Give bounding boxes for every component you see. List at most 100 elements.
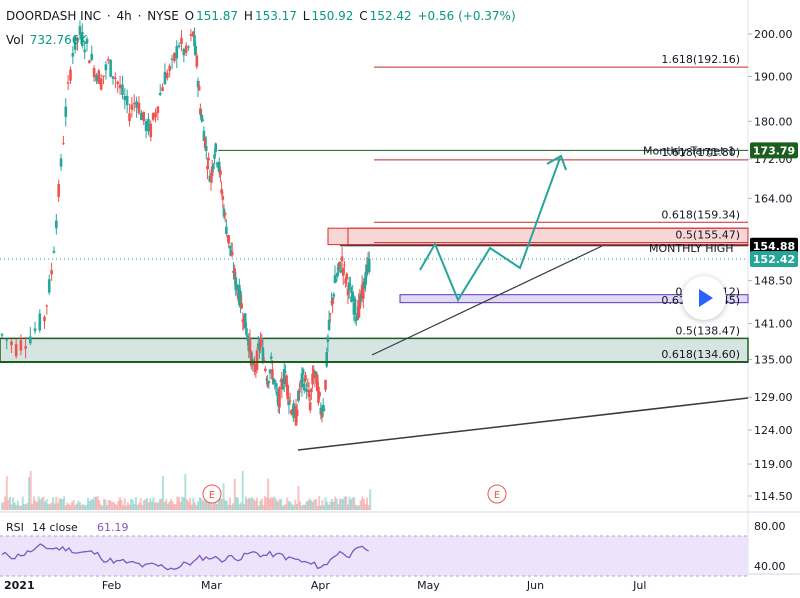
volume-bar xyxy=(203,499,206,510)
volume-bar xyxy=(279,498,282,510)
volume-bar xyxy=(319,505,322,510)
volume-bar xyxy=(52,497,55,510)
candle-body xyxy=(217,162,221,173)
volume-bar xyxy=(169,498,172,510)
candle-body xyxy=(334,278,338,282)
candle-body xyxy=(351,291,354,302)
volume-bar xyxy=(249,498,252,510)
candle-body xyxy=(116,81,120,84)
volume-bar xyxy=(228,497,231,510)
volume-bar xyxy=(91,499,94,510)
volume-bar xyxy=(318,496,321,510)
candle-body xyxy=(189,34,193,36)
candle-body xyxy=(311,373,314,385)
volume-bar xyxy=(187,501,190,510)
candle-body xyxy=(243,313,247,328)
volume-bar xyxy=(200,498,203,510)
candle-body xyxy=(166,72,169,79)
volume-bar xyxy=(32,496,35,510)
volume-bar xyxy=(181,496,184,510)
symbol-name[interactable]: DOORDASH INC xyxy=(6,9,102,23)
volume-bar xyxy=(55,496,58,510)
candle-body xyxy=(182,48,186,56)
candle-body xyxy=(289,410,293,414)
volume-bar xyxy=(252,499,255,510)
volume-bar xyxy=(31,503,34,510)
volume-bar xyxy=(39,499,42,510)
volume-bar xyxy=(50,502,53,510)
candle-body xyxy=(57,183,60,197)
volume-bar xyxy=(162,476,165,510)
volume-bar xyxy=(34,500,37,510)
volume-bar xyxy=(284,503,287,510)
candle-body xyxy=(102,75,105,77)
fib-level-label: 0.5(155.47) xyxy=(675,229,740,242)
candle-body xyxy=(323,408,326,410)
price-label-text: 152.42 xyxy=(753,253,795,266)
volume-bar xyxy=(75,503,78,510)
volume-bar xyxy=(338,498,341,510)
volume-bar xyxy=(155,502,158,510)
candle-body xyxy=(43,316,46,322)
candle-body xyxy=(297,390,300,401)
volume-bar xyxy=(251,497,254,510)
candle-body xyxy=(73,35,77,50)
volume-bar xyxy=(28,477,31,510)
candle-body xyxy=(197,86,201,91)
volume-bar xyxy=(174,504,177,510)
volume-bar xyxy=(4,496,7,510)
volume-bar xyxy=(146,498,149,510)
price-tick-label: 141.00 xyxy=(754,318,793,331)
interval[interactable]: 4h xyxy=(116,9,132,23)
low-value: 150.92 xyxy=(311,9,354,23)
candle-body xyxy=(235,284,239,291)
candle-body xyxy=(137,102,141,114)
candle-body xyxy=(341,268,345,276)
earnings-marker-label: E xyxy=(494,490,500,501)
change-value: +0.56 (+0.37%) xyxy=(417,9,516,23)
candle-body xyxy=(88,60,91,64)
volume-bar xyxy=(340,498,343,510)
volume-bar xyxy=(289,501,292,510)
volume-bar xyxy=(26,502,29,510)
volume-bar xyxy=(118,497,121,510)
candle-body xyxy=(228,245,232,249)
candle-body xyxy=(239,291,242,306)
candle-body xyxy=(308,402,312,411)
candle-body xyxy=(55,220,58,229)
earnings-marker xyxy=(487,484,507,504)
candle-body xyxy=(10,341,13,346)
candle-body xyxy=(78,26,82,35)
candle-body xyxy=(170,58,174,60)
play-icon[interactable] xyxy=(682,276,726,320)
volume-bar xyxy=(37,496,40,510)
volume-bar xyxy=(66,502,69,510)
volume-bar xyxy=(241,470,244,510)
volume-bar xyxy=(42,496,45,510)
volume-bar xyxy=(213,497,216,510)
candle-body xyxy=(281,386,285,389)
candle-body xyxy=(201,119,205,122)
candle-body xyxy=(225,226,228,235)
candle-body xyxy=(195,55,199,67)
candle-body xyxy=(210,166,214,177)
candle-body xyxy=(140,113,143,120)
rsi-label: RSI xyxy=(6,521,24,534)
candle-body xyxy=(97,70,101,85)
candle-body xyxy=(154,112,157,118)
price-label-text: 154.88 xyxy=(753,240,795,253)
volume-bar xyxy=(244,496,247,510)
candle-body xyxy=(206,165,209,170)
volume-bar xyxy=(366,497,369,510)
volume-bar xyxy=(235,496,238,510)
volume-bar xyxy=(287,501,290,510)
volume-bar xyxy=(353,497,356,510)
volume-bar xyxy=(270,497,273,510)
price-label-text: 173.79 xyxy=(753,144,795,157)
candle-body xyxy=(295,409,299,417)
volume-bar xyxy=(107,499,110,510)
candle-body xyxy=(358,296,362,309)
volume-bar xyxy=(53,503,56,510)
volume-bar xyxy=(8,497,11,510)
